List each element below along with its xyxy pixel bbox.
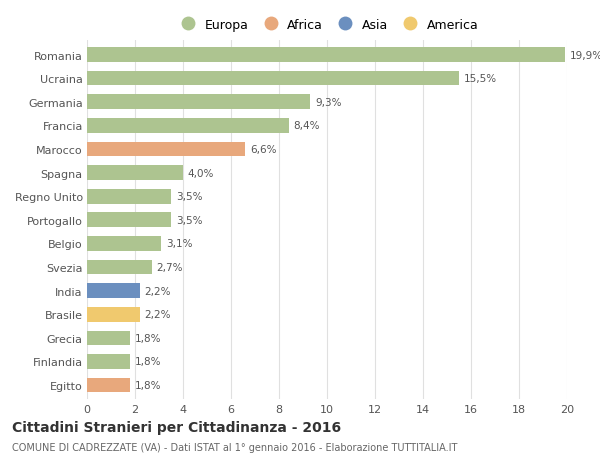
Text: 3,5%: 3,5% — [176, 215, 202, 225]
Text: 19,9%: 19,9% — [569, 50, 600, 61]
Text: 15,5%: 15,5% — [464, 74, 497, 84]
Text: COMUNE DI CADREZZATE (VA) - Dati ISTAT al 1° gennaio 2016 - Elaborazione TUTTITA: COMUNE DI CADREZZATE (VA) - Dati ISTAT a… — [12, 442, 457, 452]
Text: 9,3%: 9,3% — [315, 98, 341, 107]
Bar — [87, 236, 161, 251]
Bar — [87, 190, 171, 204]
Bar — [87, 72, 459, 86]
Text: 1,8%: 1,8% — [135, 333, 161, 343]
Bar — [87, 142, 245, 157]
Text: 2,2%: 2,2% — [145, 286, 171, 296]
Text: Cittadini Stranieri per Cittadinanza - 2016: Cittadini Stranieri per Cittadinanza - 2… — [12, 420, 341, 434]
Text: 3,1%: 3,1% — [166, 239, 193, 249]
Text: 4,0%: 4,0% — [188, 168, 214, 178]
Bar — [87, 213, 171, 228]
Bar — [87, 119, 289, 134]
Legend: Europa, Africa, Asia, America: Europa, Africa, Asia, America — [176, 18, 478, 32]
Text: 8,4%: 8,4% — [293, 121, 320, 131]
Text: 6,6%: 6,6% — [250, 145, 277, 155]
Bar — [87, 48, 565, 63]
Text: 2,7%: 2,7% — [157, 263, 183, 273]
Text: 1,8%: 1,8% — [135, 380, 161, 390]
Bar — [87, 354, 130, 369]
Text: 1,8%: 1,8% — [135, 357, 161, 367]
Text: 2,2%: 2,2% — [145, 309, 171, 319]
Text: 3,5%: 3,5% — [176, 192, 202, 202]
Bar — [87, 284, 140, 298]
Bar — [87, 166, 183, 180]
Bar — [87, 307, 140, 322]
Bar — [87, 95, 310, 110]
Bar — [87, 260, 152, 275]
Bar — [87, 331, 130, 345]
Bar — [87, 378, 130, 392]
